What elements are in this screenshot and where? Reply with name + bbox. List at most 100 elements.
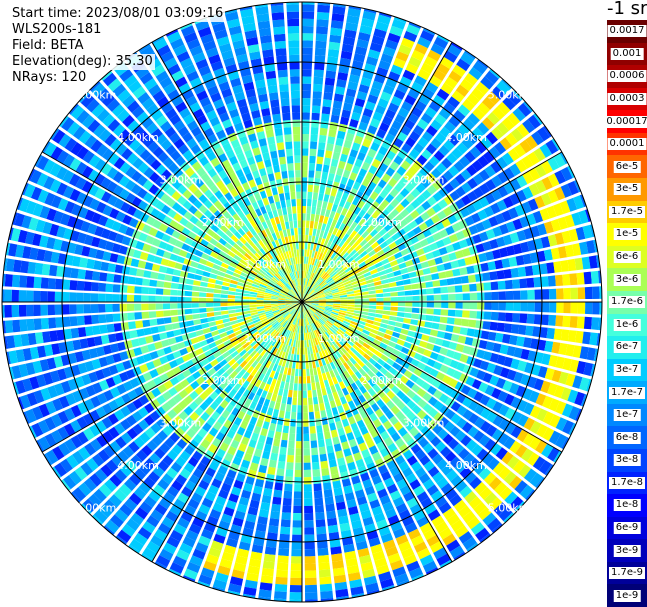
beta-gate-cell	[261, 331, 269, 338]
beta-gate-cell	[245, 318, 253, 324]
beta-gate-cell	[351, 60, 364, 70]
beta-gate-cell	[205, 467, 216, 478]
beta-gate-cell	[324, 309, 332, 313]
beta-gate-cell	[142, 243, 152, 253]
beta-gate-cell	[249, 228, 257, 236]
beta-gate-cell	[349, 337, 357, 344]
beta-gate-cell	[173, 329, 182, 337]
beta-gate-cell	[347, 368, 355, 376]
beta-gate-cell	[475, 273, 484, 282]
beta-gate-cell	[380, 279, 389, 285]
beta-gate-cell	[318, 303, 326, 306]
beta-gate-cell	[309, 228, 313, 236]
beta-gate-cell	[529, 405, 541, 419]
beta-gate-cell	[182, 89, 195, 101]
beta-gate-cell	[517, 266, 527, 277]
beta-gate-cell	[427, 466, 440, 478]
beta-gate-cell	[186, 38, 201, 50]
beta-gate-cell	[292, 332, 296, 340]
beta-gate-cell	[371, 354, 380, 362]
beta-gate-cell	[81, 503, 92, 515]
beta-gate-cell	[509, 232, 520, 244]
beta-gate-cell	[537, 339, 547, 351]
beta-gate-cell	[316, 320, 322, 327]
beta-gate-cell	[372, 111, 383, 122]
beta-gate-cell	[198, 479, 210, 491]
beta-gate-cell	[406, 497, 419, 509]
beta-gate-cell	[264, 294, 272, 298]
beta-gate-cell	[273, 332, 280, 339]
beta-gate-cell	[234, 46, 247, 57]
beta-gate-cell	[302, 242, 305, 250]
beta-gate-cell	[539, 208, 550, 221]
beta-gate-cell	[242, 302, 250, 306]
beta-gate-cell	[253, 485, 263, 495]
beta-gate-cell	[361, 230, 370, 239]
beta-gate-cell	[324, 331, 331, 339]
beta-gate-cell	[407, 349, 416, 358]
beta-gate-cell	[341, 335, 349, 342]
beta-gate-cell	[183, 568, 198, 580]
beta-gate-cell	[357, 200, 365, 209]
beta-gate-cell	[327, 268, 334, 275]
beta-gate-cell	[286, 243, 291, 251]
beta-gate-cell	[436, 354, 446, 363]
beta-gate-cell	[387, 228, 397, 237]
beta-gate-cell	[76, 146, 89, 160]
beta-gate-cell	[395, 322, 403, 328]
beta-gate-cell	[182, 369, 192, 378]
beta-gate-cell	[435, 521, 449, 534]
beta-gate-cell	[215, 180, 225, 190]
beta-gate-cell	[283, 418, 290, 427]
beta-gate-cell	[120, 322, 129, 331]
beta-gate-cell	[236, 285, 244, 290]
beta-gate-cell	[204, 491, 217, 502]
beta-gate-cell	[445, 244, 455, 253]
beta-gate-cell	[383, 297, 391, 302]
beta-gate-cell	[161, 204, 171, 215]
beta-gate-cell	[286, 266, 291, 274]
beta-gate-cell	[179, 450, 191, 462]
beta-gate-cell	[150, 422, 162, 434]
beta-gate-cell	[395, 280, 404, 286]
beta-gate-cell	[367, 387, 376, 397]
beta-gate-cell	[193, 319, 202, 325]
beta-gate-cell	[92, 325, 101, 335]
beta-gate-cell	[315, 170, 322, 179]
beta-gate-cell	[224, 354, 233, 363]
beta-gate-cell	[40, 277, 49, 289]
beta-gate-cell	[574, 391, 585, 406]
beta-gate-cell	[180, 57, 194, 69]
beta-gate-cell	[527, 151, 540, 166]
beta-gate-cell	[390, 405, 400, 415]
beta-gate-cell	[342, 354, 349, 362]
beta-gate-cell	[562, 273, 571, 286]
beta-gate-cell	[483, 492, 498, 506]
beta-gate-cell	[334, 277, 342, 283]
beta-gate-cell	[393, 270, 402, 277]
beta-gate-cell	[290, 419, 296, 427]
beta-gate-cell	[209, 391, 219, 401]
beta-gate-cell	[509, 193, 521, 206]
beta-gate-cell	[445, 225, 455, 236]
beta-gate-cell	[359, 250, 368, 258]
beta-gate-cell	[405, 136, 416, 148]
beta-gate-cell	[211, 330, 220, 337]
beta-gate-cell	[400, 160, 411, 171]
beta-gate-cell	[469, 476, 482, 490]
beta-gate-cell	[225, 254, 234, 262]
beta-gate-cell	[10, 228, 21, 242]
beta-gate-cell	[437, 34, 450, 43]
beta-gate-cell	[296, 286, 299, 293]
beta-gate-cell	[183, 462, 195, 474]
beta-gate-cell	[210, 381, 219, 391]
beta-gate-cell	[186, 70, 200, 82]
beta-gate-cell	[463, 453, 475, 465]
beta-gate-cell	[265, 539, 277, 548]
beta-gate-cell	[188, 456, 199, 468]
beta-gate-cell	[209, 401, 219, 411]
beta-gate-cell	[548, 314, 557, 326]
beta-gate-cell	[310, 272, 315, 280]
beta-gate-cell	[304, 249, 307, 257]
beta-gate-cell	[292, 300, 300, 302]
